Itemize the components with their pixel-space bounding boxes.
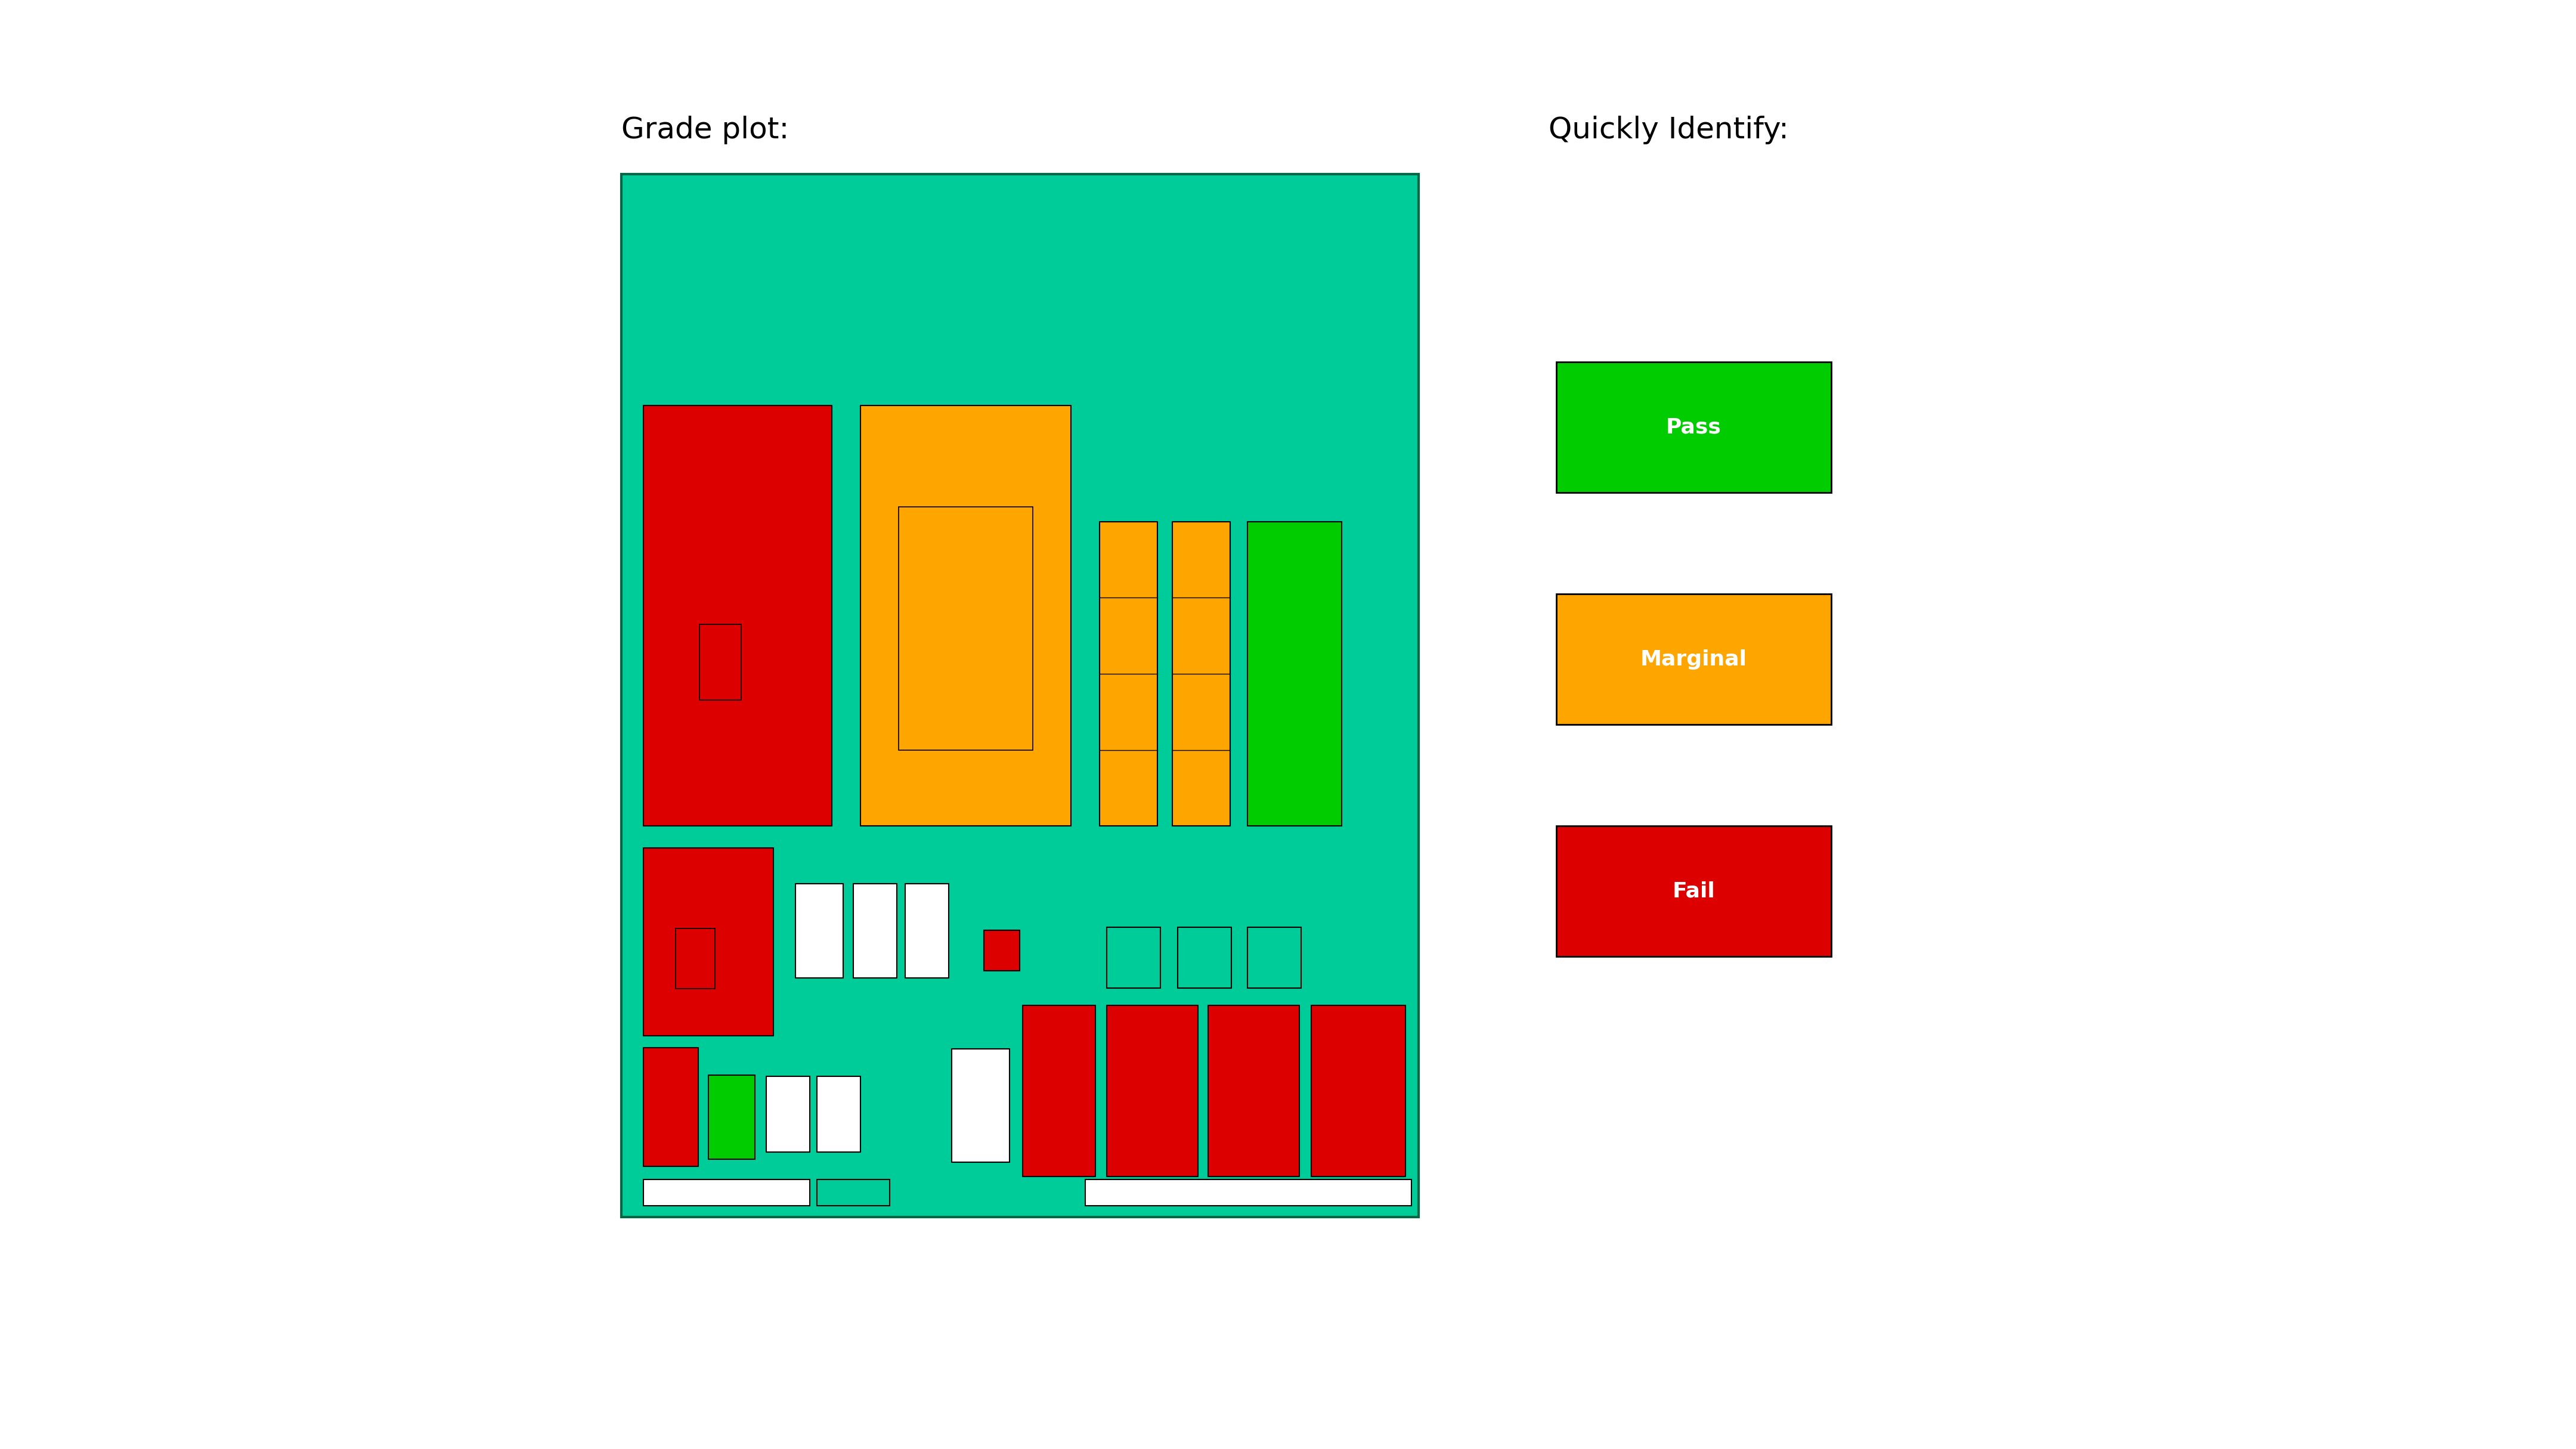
Bar bbox=[675, 929, 716, 988]
Text: Marginal: Marginal bbox=[1641, 649, 1747, 669]
Text: Quickly Identify:: Quickly Identify: bbox=[1548, 116, 1790, 145]
Bar bbox=[984, 930, 1020, 971]
Text: Fail: Fail bbox=[1672, 881, 1716, 901]
Bar bbox=[621, 174, 1419, 1217]
Bar bbox=[1247, 927, 1301, 988]
Bar bbox=[1556, 826, 1832, 956]
Bar bbox=[701, 625, 742, 700]
Bar bbox=[796, 884, 842, 978]
Bar bbox=[1208, 1006, 1301, 1177]
Bar bbox=[1172, 522, 1231, 826]
Bar bbox=[1108, 927, 1159, 988]
Bar bbox=[860, 406, 1072, 826]
Bar bbox=[644, 1179, 809, 1206]
Bar bbox=[817, 1077, 860, 1152]
Text: Pass: Pass bbox=[1667, 417, 1721, 438]
Bar bbox=[899, 507, 1033, 751]
Bar bbox=[1556, 594, 1832, 724]
Text: Grade plot:: Grade plot: bbox=[621, 116, 788, 145]
Bar bbox=[953, 1049, 1010, 1162]
Bar bbox=[1311, 1006, 1406, 1177]
Bar bbox=[1100, 522, 1157, 826]
Bar bbox=[907, 884, 948, 978]
Bar bbox=[1023, 1006, 1095, 1177]
Bar bbox=[1556, 362, 1832, 493]
Bar bbox=[1177, 927, 1231, 988]
Bar bbox=[1108, 1006, 1198, 1177]
Bar bbox=[644, 406, 832, 826]
Bar bbox=[708, 1075, 755, 1159]
Bar bbox=[768, 1077, 809, 1152]
Bar bbox=[644, 848, 773, 1036]
Bar bbox=[817, 1179, 889, 1206]
Bar bbox=[853, 884, 896, 978]
Bar bbox=[644, 1048, 698, 1166]
Bar bbox=[1247, 522, 1342, 826]
Bar bbox=[1084, 1179, 1412, 1206]
